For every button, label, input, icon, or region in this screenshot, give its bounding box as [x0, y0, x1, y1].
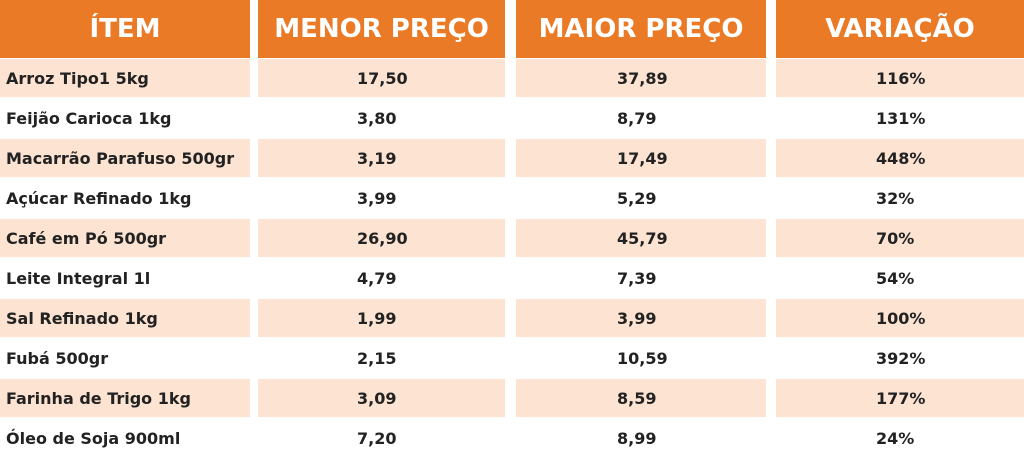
value-cell: 392% [876, 348, 926, 368]
value-cell: 3,99 [516, 299, 766, 337]
item-cell: Fubá 500gr [6, 348, 109, 368]
item-cell: Café em Pó 500gr [0, 219, 250, 257]
value-cell: 177% [776, 379, 1024, 417]
value-cell: 17,49 [516, 139, 766, 177]
value-cell: 3,19 [258, 139, 505, 177]
value-cell: 7,39 [617, 268, 657, 288]
item-cell: Feijão Carioca 1kg [6, 108, 172, 128]
value-cell: 3,09 [258, 379, 505, 417]
header-cell: MAIOR PREÇO [516, 0, 766, 58]
value-cell: 37,89 [516, 59, 766, 97]
header-cell: VARIAÇÃO [776, 0, 1024, 58]
value-cell: 5,29 [617, 188, 657, 208]
item-cell: Farinha de Trigo 1kg [0, 379, 250, 417]
item-cell: Leite Integral 1l [6, 268, 151, 288]
value-cell: 4,79 [357, 268, 397, 288]
value-cell: 116% [776, 59, 1024, 97]
header-cell: MENOR PREÇO [258, 0, 505, 58]
item-cell: Macarrão Parafuso 500gr [0, 139, 250, 177]
value-cell: 10,59 [617, 348, 668, 368]
value-cell: 1,99 [258, 299, 505, 337]
value-cell: 7,20 [357, 428, 397, 448]
value-cell: 32% [876, 188, 915, 208]
value-cell: 8,59 [516, 379, 766, 417]
header-cell: ÍTEM [0, 0, 250, 58]
value-cell: 45,79 [516, 219, 766, 257]
value-cell: 17,50 [258, 59, 505, 97]
item-cell: Sal Refinado 1kg [0, 299, 250, 337]
value-cell: 131% [876, 108, 926, 128]
item-cell: Arroz Tipo1 5kg [0, 59, 250, 97]
item-cell: Açúcar Refinado 1kg [6, 188, 192, 208]
value-cell: 54% [876, 268, 915, 288]
value-cell: 3,80 [357, 108, 397, 128]
value-cell: 2,15 [357, 348, 397, 368]
value-cell: 26,90 [258, 219, 505, 257]
value-cell: 8,99 [617, 428, 657, 448]
value-cell: 70% [776, 219, 1024, 257]
value-cell: 8,79 [617, 108, 657, 128]
value-cell: 3,99 [357, 188, 397, 208]
item-cell: Óleo de Soja 900ml [6, 428, 181, 448]
value-cell: 24% [876, 428, 915, 448]
value-cell: 448% [776, 139, 1024, 177]
value-cell: 100% [776, 299, 1024, 337]
